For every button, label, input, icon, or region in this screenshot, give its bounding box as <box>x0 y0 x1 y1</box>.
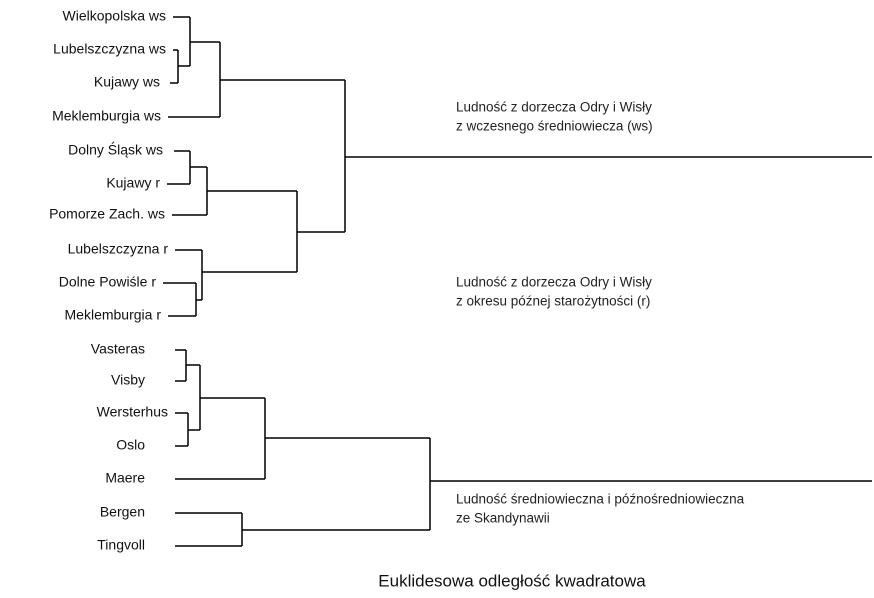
leaf-label: Visby <box>111 372 145 388</box>
axis-label: Euklidesowa odległość kwadratowa <box>378 571 646 590</box>
group-annotation: z wczesnego średniowiecza (ws) <box>456 119 653 134</box>
leaf-label: Kujawy r <box>106 175 160 191</box>
group-annotation: ze Skandynawii <box>456 511 550 526</box>
group-annotation: Ludność z dorzecza Odry i Wisły <box>456 275 652 290</box>
leaf-label: Meklemburgia r <box>65 307 162 323</box>
leaf-label: Wersterhus <box>97 404 168 420</box>
group-annotation: z okresu późnej starożytności (r) <box>456 294 650 309</box>
leaf-label: Maere <box>105 470 145 486</box>
leaf-label: Kujawy ws <box>94 74 160 90</box>
leaf-label: Dolne Powiśle r <box>59 274 157 290</box>
leaf-label: Dolny Śląsk ws <box>68 141 163 158</box>
group-annotation: Ludność średniowieczna i późnośredniowie… <box>456 492 745 507</box>
leaf-label: Meklemburgia ws <box>52 108 161 124</box>
leaf-label: Wielkopolska ws <box>63 8 166 24</box>
group-annotation: Ludność z dorzecza Odry i Wisły <box>456 100 652 115</box>
leaf-label: Lubelszczyzna r <box>68 241 169 257</box>
leaf-label: Pomorze Zach. ws <box>49 206 165 222</box>
leaf-label: Lubelszczyzna ws <box>53 41 166 57</box>
leaf-label: Bergen <box>100 504 145 520</box>
leaf-label: Vasteras <box>91 341 145 357</box>
branches <box>163 16 872 547</box>
leaf-label: Tingvoll <box>97 537 145 553</box>
leaf-label: Oslo <box>116 437 145 453</box>
